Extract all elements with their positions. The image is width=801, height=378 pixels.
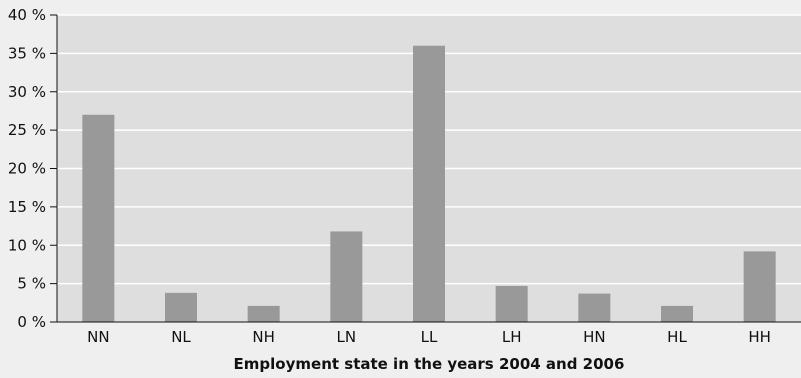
y-tick-label: 20 % (8, 160, 46, 178)
x-tick-label: HH (748, 328, 771, 346)
y-tick-label: 0 % (17, 313, 46, 331)
y-tick-label: 30 % (8, 83, 46, 101)
bar-ll (413, 45, 445, 322)
x-tick-label: LH (502, 328, 522, 346)
y-tick-label: 10 % (8, 236, 46, 254)
y-tick-label: 25 % (8, 121, 46, 139)
bar-hh (743, 251, 776, 322)
bar-hl (661, 305, 693, 322)
x-tick-label: HN (583, 328, 606, 346)
y-tick-labels: 0 % 5 % 10 % 15 % 20 % 25 % 30 % 35 % 40 % (8, 6, 57, 331)
bar-ln (330, 231, 363, 322)
bar-hn (578, 293, 611, 322)
y-tick-label: 40 % (8, 6, 46, 24)
x-tick-labels: NN NL NH LN LL LH HN HL HH (87, 328, 771, 346)
x-tick-label: LL (421, 328, 438, 346)
x-tick-label: NL (171, 328, 191, 346)
x-tick-label: LN (337, 328, 357, 346)
bar-nl (165, 292, 197, 322)
x-axis-label: Employment state in the years 2004 and 2… (234, 355, 625, 373)
x-tick-label: HL (667, 328, 687, 346)
bars (82, 45, 776, 323)
bar-lh (495, 285, 528, 322)
x-tick-label: NN (87, 328, 109, 346)
x-tick-label: NH (252, 328, 275, 346)
y-tick-label: 35 % (8, 44, 46, 62)
bar-nh (247, 305, 280, 322)
y-tick-label: 5 % (17, 275, 46, 293)
y-tick-label: 15 % (8, 198, 46, 216)
bar-nn (82, 114, 115, 323)
